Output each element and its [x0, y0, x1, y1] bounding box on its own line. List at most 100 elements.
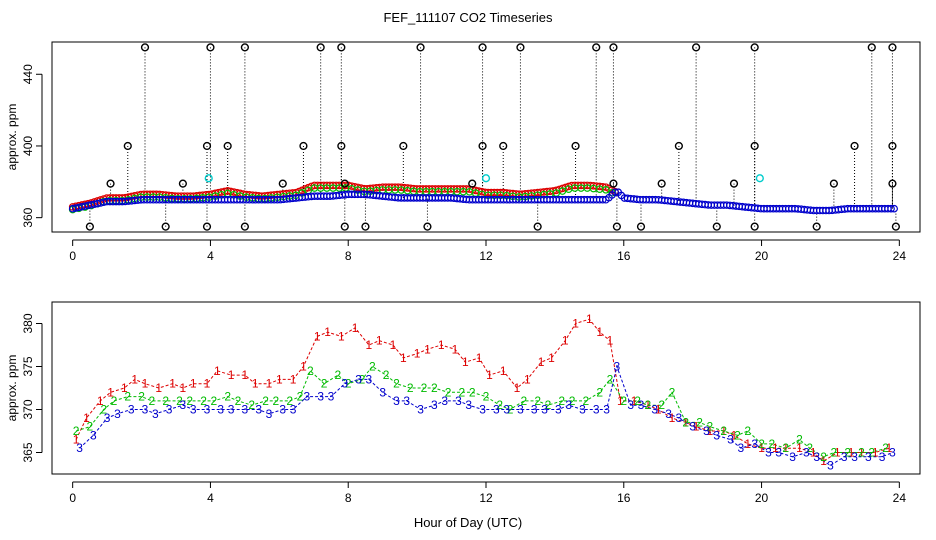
- top-spike-point: [612, 222, 621, 231]
- bottom-point-series-1: 1: [452, 342, 459, 356]
- bottom-point-series-3: 3: [665, 407, 672, 421]
- bottom-point-series-2: 2: [149, 394, 156, 408]
- bottom-point-series-3: 3: [242, 403, 249, 417]
- bottom-point-series-1: 1: [190, 377, 197, 391]
- top-spike-point: [202, 222, 212, 231]
- bottom-point-series-2: 2: [345, 377, 352, 391]
- top-spike-point: [636, 222, 646, 231]
- bottom-point-series-3: 3: [713, 428, 720, 442]
- bottom-marks: 1111 11 1 1 1 1 1 11 1 11 1 1 111 1 111 1 11 1 1 1 11 11 1111 1…: [73, 312, 896, 472]
- bottom-point-series-2: 2: [297, 390, 304, 404]
- bottom-point-series-2: 2: [176, 394, 183, 408]
- bottom-point-series-3: 3: [290, 403, 297, 417]
- bottom-point-series-2: 2: [858, 446, 865, 460]
- bottom-point-series-1: 1: [596, 325, 603, 339]
- bottom-point-series-1: 1: [97, 394, 104, 408]
- top-point-series-3: [887, 204, 895, 213]
- bottom-point-series-3: 3: [279, 403, 286, 417]
- bottom-point-series-3: 3: [841, 450, 848, 464]
- bottom-y-tick-label: 370: [21, 399, 35, 419]
- bottom-point-series-2: 2: [87, 420, 94, 434]
- top-x-tick-label: 12: [479, 249, 493, 263]
- bottom-point-series-3: 3: [703, 424, 710, 438]
- bottom-point-series-3: 3: [503, 403, 510, 417]
- bottom-point-series-3: 3: [341, 377, 348, 391]
- bottom-point-series-1: 1: [731, 428, 738, 442]
- bottom-point-series-3: 3: [689, 420, 696, 434]
- bottom-point-series-1: 1: [645, 398, 652, 412]
- bottom-x-tick-label: 24: [893, 491, 907, 505]
- bottom-point-series-2: 2: [407, 381, 414, 395]
- bottom-point-series-2: 2: [720, 424, 727, 438]
- bottom-point-series-1: 1: [180, 381, 187, 395]
- x-axis-label: Hour of Day (UTC): [414, 515, 522, 530]
- bottom-point-series-1: 1: [366, 338, 373, 352]
- bottom-point-series-3: 3: [751, 437, 758, 451]
- bottom-point-series-1: 1: [617, 394, 624, 408]
- bottom-point-series-2: 2: [507, 403, 514, 417]
- bottom-point-series-1: 1: [352, 321, 359, 335]
- top-spike-point: [888, 179, 897, 188]
- top-spike-point: [750, 43, 759, 52]
- bottom-point-series-1: 1: [486, 368, 493, 382]
- bottom-point-series-1: 1: [242, 368, 249, 382]
- bottom-point-series-3: 3: [651, 403, 658, 417]
- bottom-point-series-2: 2: [844, 446, 851, 460]
- bottom-point-series-2: 2: [521, 394, 528, 408]
- bottom-point-series-1: 1: [538, 355, 545, 369]
- bottom-point-series-3: 3: [152, 407, 159, 421]
- top-x-tick-label: 16: [617, 249, 631, 263]
- bottom-x-tick-label: 8: [345, 491, 352, 505]
- bottom-point-series-3: 3: [565, 398, 572, 412]
- top-plot-frame: [51, 41, 921, 233]
- bottom-point-series-2: 2: [645, 398, 652, 412]
- bottom-point-series-3: 3: [879, 450, 886, 464]
- bottom-point-series-1: 1: [266, 377, 273, 391]
- bottom-point-series-3: 3: [417, 403, 424, 417]
- bottom-point-series-1: 1: [524, 372, 531, 386]
- top-spike-point: [657, 179, 666, 188]
- bottom-point-series-2: 2: [200, 394, 207, 408]
- bottom-x-tick-label: 4: [207, 491, 214, 505]
- bottom-point-series-1: 1: [782, 441, 789, 455]
- bottom-point-series-3: 3: [727, 433, 734, 447]
- top-spike-point: [750, 141, 759, 151]
- top-axes: 0 4 8 12 16 20 24 360 400 440: [21, 64, 906, 263]
- top-spike-point: [240, 222, 249, 231]
- top-point-series-3: [890, 204, 898, 213]
- top-y-tick-label: 400: [21, 136, 35, 156]
- top-spike-point: [468, 179, 477, 188]
- top-spike-point: [337, 141, 346, 151]
- bottom-x-tick-label: 12: [479, 491, 493, 505]
- bottom-point-series-3: 3: [393, 394, 400, 408]
- top-spike-point: [123, 141, 132, 151]
- bottom-point-series-2: 2: [459, 385, 466, 399]
- bottom-point-series-2: 2: [596, 385, 603, 399]
- bottom-point-series-1: 1: [131, 372, 138, 386]
- bottom-point-series-1: 1: [300, 360, 307, 374]
- bottom-line-series-1: [75, 318, 890, 462]
- bottom-point-series-1: 1: [228, 368, 235, 382]
- bottom-point-series-3: 3: [76, 441, 83, 455]
- top-spike-point: [712, 222, 721, 231]
- bottom-point-series-2: 2: [248, 398, 255, 412]
- bottom-point-series-2: 2: [868, 446, 875, 460]
- top-x-tick-label: 20: [755, 249, 769, 263]
- bottom-point-series-3: 3: [190, 403, 197, 417]
- bottom-point-series-1: 1: [707, 424, 714, 438]
- bottom-point-series-1: 1: [142, 377, 149, 391]
- bottom-point-series-3: 3: [827, 458, 834, 472]
- top-spike-point: [361, 222, 370, 231]
- bottom-point-series-3: 3: [90, 428, 97, 442]
- bottom-point-series-2: 2: [431, 381, 438, 395]
- bottom-point-series-3: 3: [627, 398, 634, 412]
- bottom-point-series-1: 1: [872, 446, 879, 460]
- bottom-y-tick-label: 375: [21, 356, 35, 376]
- top-spike-point: [867, 43, 876, 52]
- bottom-point-series-1: 1: [562, 334, 569, 348]
- bottom-point-series-1: 1: [314, 329, 321, 343]
- bottom-point-series-3: 3: [455, 394, 462, 408]
- bottom-point-series-3: 3: [813, 450, 820, 464]
